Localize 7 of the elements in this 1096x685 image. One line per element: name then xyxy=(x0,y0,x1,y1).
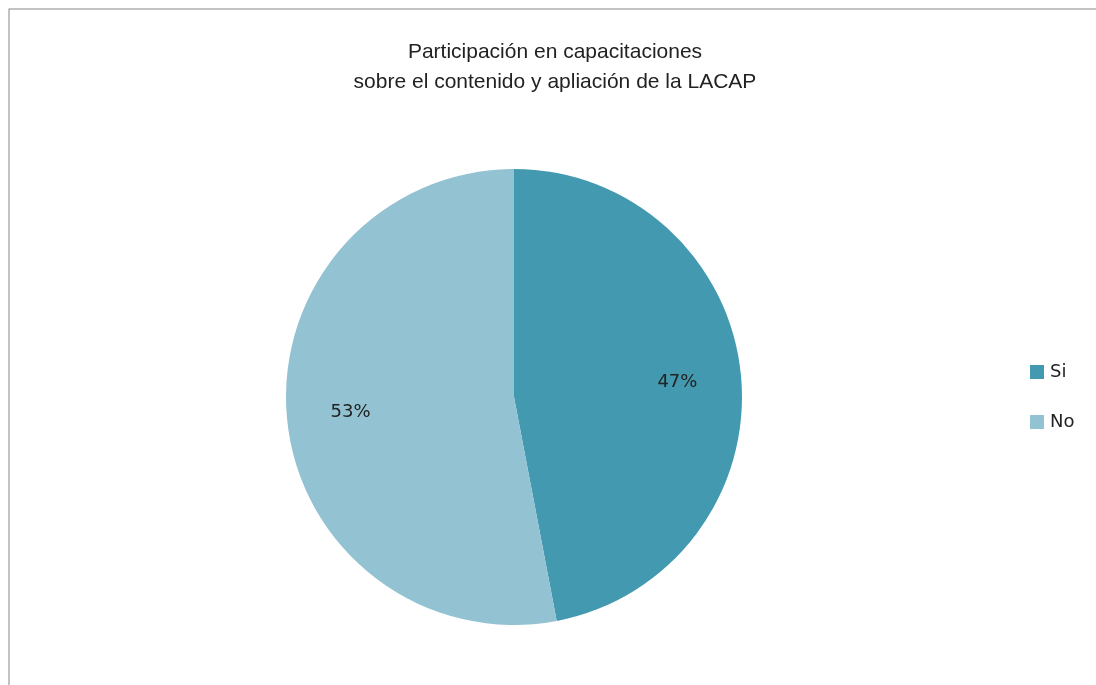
chart-title: Participación en capacitaciones sobre el contenido y apliación de la LACAP xyxy=(353,39,757,92)
data-label: 53% xyxy=(330,400,371,422)
pie-slice xyxy=(514,169,742,621)
legend-label: Si xyxy=(1050,360,1067,381)
legend-label: No xyxy=(1050,410,1075,431)
data-label: 47% xyxy=(657,369,698,391)
pie-slice xyxy=(286,169,557,625)
